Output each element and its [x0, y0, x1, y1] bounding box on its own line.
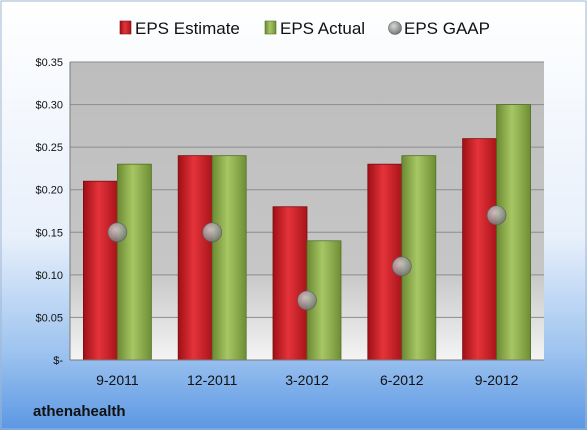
- x-tick-label: 6-2012: [380, 372, 424, 388]
- x-axis: 9-2011 12-2011 3-2012 6-2012 9-2012: [70, 359, 544, 388]
- bar-eps-actual: [401, 155, 437, 361]
- y-tick-label: $0.20: [35, 185, 63, 197]
- bar-eps-actual: [211, 155, 247, 361]
- x-tick-label: 3-2012: [285, 372, 329, 388]
- point-eps-gaap: [107, 222, 128, 243]
- company-label: athenahealth: [33, 403, 126, 420]
- legend-label: EPS GAAP: [404, 19, 490, 38]
- legend-label: EPS Estimate: [135, 19, 240, 38]
- point-eps-gaap: [297, 290, 317, 311]
- x-tick-label: 9-2012: [475, 372, 519, 388]
- bar-eps-estimate: [462, 138, 498, 361]
- legend: EPS Estimate EPS Actual EPS GAAP: [119, 19, 490, 38]
- legend-swatch: [264, 20, 277, 35]
- x-tick-label: 9-2011: [96, 372, 139, 388]
- legend-label: EPS Actual: [280, 19, 365, 38]
- y-tick-label: $0.05: [35, 312, 63, 324]
- legend-swatch: [388, 21, 402, 35]
- bar-eps-estimate: [83, 180, 118, 361]
- bar-eps-estimate: [272, 206, 308, 361]
- y-axis: $- $0.05 $0.10 $0.15 $0.20 $0.25 $0.30 $0.35: [35, 57, 71, 367]
- y-tick-label: $-: [53, 355, 63, 367]
- y-tick-label: $0.15: [35, 227, 63, 239]
- y-tick-label: $0.10: [35, 270, 63, 282]
- bar-eps-estimate: [177, 155, 213, 361]
- point-eps-gaap: [202, 222, 222, 243]
- bar-eps-actual: [496, 104, 532, 361]
- y-tick-label: $0.25: [35, 142, 63, 154]
- point-eps-gaap: [486, 205, 507, 226]
- point-eps-gaap: [391, 256, 412, 277]
- gaap-points: [107, 205, 507, 311]
- y-tick-label: $0.35: [35, 57, 63, 69]
- bar-eps-actual: [117, 163, 152, 361]
- x-tick-label: 12-2011: [187, 372, 238, 388]
- y-tick-label: $0.30: [35, 100, 63, 112]
- legend-swatch: [119, 20, 132, 35]
